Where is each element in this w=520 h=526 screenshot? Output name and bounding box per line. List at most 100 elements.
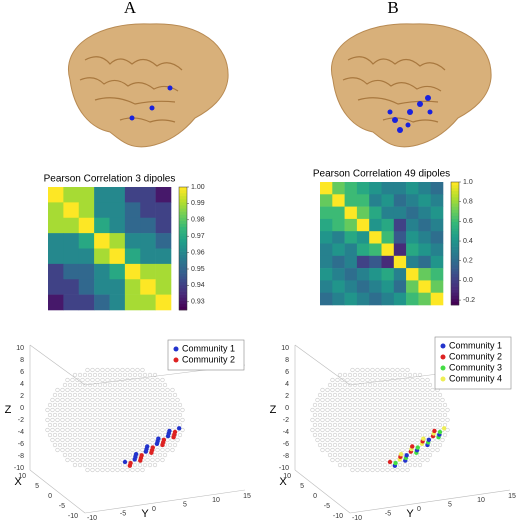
heatmap-cell	[140, 233, 156, 249]
source-point	[85, 387, 90, 393]
source-point	[160, 397, 165, 403]
source-point	[402, 392, 408, 398]
colorbar-segment	[451, 255, 459, 260]
source-point	[325, 437, 330, 443]
colorbar-segment	[179, 297, 187, 302]
source-point	[327, 392, 333, 398]
heatmap-cell	[94, 233, 110, 249]
heatmap-cell	[109, 279, 126, 295]
source-point	[407, 392, 413, 398]
source-point	[150, 457, 155, 463]
source-point	[70, 407, 75, 413]
source-point	[330, 457, 335, 463]
brain-a	[68, 23, 229, 148]
source-point	[105, 417, 110, 423]
source-point	[110, 437, 115, 443]
source-point	[127, 422, 133, 428]
source-point	[437, 402, 443, 408]
heatmap-cell	[94, 279, 110, 295]
source-point	[337, 382, 343, 388]
source-point	[155, 407, 160, 413]
heatmap-cell	[63, 187, 80, 203]
source-point	[330, 377, 335, 383]
heatmap-cell	[155, 294, 172, 311]
x-axis-label: X	[14, 476, 22, 488]
colorbar-segment	[179, 233, 187, 237]
source-point	[60, 437, 65, 443]
source-point	[117, 392, 123, 398]
source-point	[320, 417, 325, 423]
source-point	[417, 462, 423, 468]
source-point	[110, 397, 115, 403]
source-point	[430, 417, 435, 423]
source-point	[97, 462, 103, 468]
source-point	[395, 447, 400, 453]
source-point	[327, 422, 333, 428]
source-point	[370, 387, 375, 393]
source-point	[97, 442, 103, 448]
colorbar-segment	[179, 300, 187, 305]
source-point	[117, 432, 123, 438]
heatmap-cell	[418, 182, 431, 195]
source-point	[105, 387, 110, 393]
source-point	[155, 447, 160, 453]
source-point	[120, 437, 125, 443]
source-point	[325, 407, 330, 413]
y-tick-label: 0	[152, 506, 156, 513]
source-point	[135, 397, 140, 403]
colorbar-segment	[451, 249, 459, 254]
source-point	[135, 437, 140, 443]
source-point	[377, 382, 383, 388]
source-point	[72, 372, 78, 378]
source-point	[315, 417, 320, 423]
axis-line	[29, 469, 86, 514]
heatmap-cell	[320, 194, 333, 207]
source-point	[75, 417, 80, 423]
source-point	[315, 427, 320, 433]
colorbar-segment	[179, 214, 187, 219]
source-point	[85, 367, 90, 373]
source-point	[102, 382, 108, 388]
source-point	[325, 447, 330, 453]
source-point	[312, 422, 318, 428]
source-point	[150, 387, 155, 393]
source-point	[117, 452, 123, 458]
source-point	[385, 427, 390, 433]
source-point	[92, 412, 98, 418]
source-point	[340, 387, 345, 393]
source-point	[360, 467, 365, 473]
source-point	[77, 432, 83, 438]
source-point	[152, 382, 158, 388]
source-point	[147, 392, 153, 398]
source-point	[112, 442, 118, 448]
source-point	[427, 412, 433, 418]
source-point	[355, 387, 360, 393]
source-point	[87, 402, 93, 408]
colorbar-segment	[179, 279, 187, 283]
colorbar-tick-label: 0.4	[463, 238, 473, 245]
heatmap-cell	[48, 294, 64, 311]
colorbar-tick-label: 0.94	[191, 282, 205, 289]
source-point	[155, 397, 160, 403]
heatmap-cell	[418, 292, 431, 306]
colorbar-tick-label: 0.99	[191, 200, 205, 207]
source-point	[82, 442, 88, 448]
source-point	[407, 422, 413, 428]
source-point	[352, 382, 358, 388]
source-point	[360, 417, 365, 423]
z-tick-label: 8	[285, 357, 289, 364]
source-point	[360, 407, 365, 413]
heatmap-cell	[320, 280, 333, 293]
heatmap-cell	[155, 279, 172, 295]
source-point	[102, 412, 108, 418]
colorbar-segment	[451, 225, 459, 229]
source-point	[142, 462, 148, 468]
source-point	[427, 452, 433, 458]
source-point	[340, 447, 345, 453]
source-point	[57, 412, 63, 418]
source-point	[65, 397, 70, 403]
y-tick-label: 0	[417, 506, 421, 513]
community-point	[387, 459, 393, 465]
heatmap-cell	[140, 217, 156, 234]
heatmap-cell	[320, 218, 333, 232]
